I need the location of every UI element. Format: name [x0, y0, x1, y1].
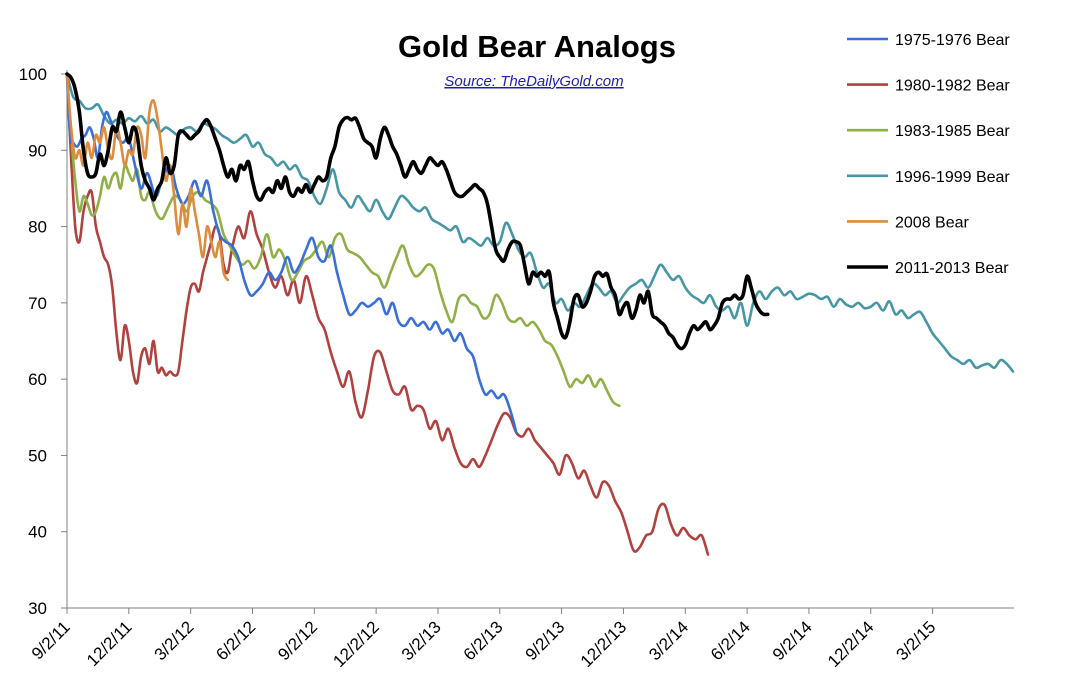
- series-line-1983-1985-bear: [65, 72, 621, 408]
- x-tick-label: 6/2/14: [707, 617, 754, 664]
- x-tick-label: 3/2/13: [398, 617, 445, 664]
- x-tick-label: 3/2/14: [645, 617, 692, 664]
- series-line-2008-bear: [65, 72, 230, 282]
- legend: 1975-1976 Bear 1980-1982 Bear 1983-1985 Be…: [847, 32, 1010, 277]
- chart-source-link[interactable]: Source: TheDailyGold.com: [444, 73, 623, 90]
- y-tick-label: 90: [28, 141, 47, 160]
- legend-label-2011-2013-bear: 2011-2013 Bear: [895, 260, 1009, 277]
- y-tick-label: 50: [28, 446, 47, 465]
- x-tick-label: 12/2/12: [329, 617, 383, 671]
- x-tick-label: 12/2/13: [577, 617, 631, 671]
- axes-layer: 30 40 50 60 70 80 90 100 9/2/11 12/2/11 3/2/12 6/2/…: [19, 65, 1014, 671]
- x-tick-label: 3/2/12: [151, 617, 198, 664]
- x-tick-label: 9/2/13: [522, 617, 569, 664]
- series-layer: [65, 72, 1015, 556]
- legend-label-1983-1985-bear: 1983-1985 Bear: [895, 123, 1010, 140]
- y-tick-label: 60: [28, 370, 47, 389]
- y-tick-label: 30: [28, 599, 47, 618]
- x-tick-label: 6/2/12: [212, 617, 259, 664]
- y-tick-label: 70: [28, 294, 47, 313]
- legend-label-1996-1999-bear: 1996-1999 Bear: [895, 169, 1010, 186]
- x-tick-label: 3/2/15: [893, 617, 940, 664]
- series-line-1980-1982-bear: [65, 72, 710, 556]
- y-tick-label: 100: [19, 65, 47, 84]
- chart-title: Gold Bear Analogs: [398, 29, 676, 64]
- x-tick-label: 12/2/11: [83, 617, 136, 670]
- x-tick-label: 9/2/12: [274, 617, 321, 664]
- legend-label-2008-bear: 2008 Bear: [895, 214, 970, 231]
- x-tick-label: 9/2/14: [769, 617, 816, 664]
- series-line-1996-1999-bear: [65, 72, 1015, 373]
- x-tick-label: 12/2/14: [824, 617, 878, 671]
- legend-label-1980-1982-bear: 1980-1982 Bear: [895, 78, 1010, 95]
- x-tick-label: 9/2/11: [28, 617, 74, 663]
- y-tick-label: 80: [28, 218, 47, 237]
- series-line-2011-2013-bear: [65, 72, 770, 351]
- x-tick-label: 6/2/13: [460, 617, 507, 664]
- y-tick-label: 40: [28, 523, 47, 542]
- legend-label-1975-1976-bear: 1975-1976 Bear: [895, 32, 1010, 49]
